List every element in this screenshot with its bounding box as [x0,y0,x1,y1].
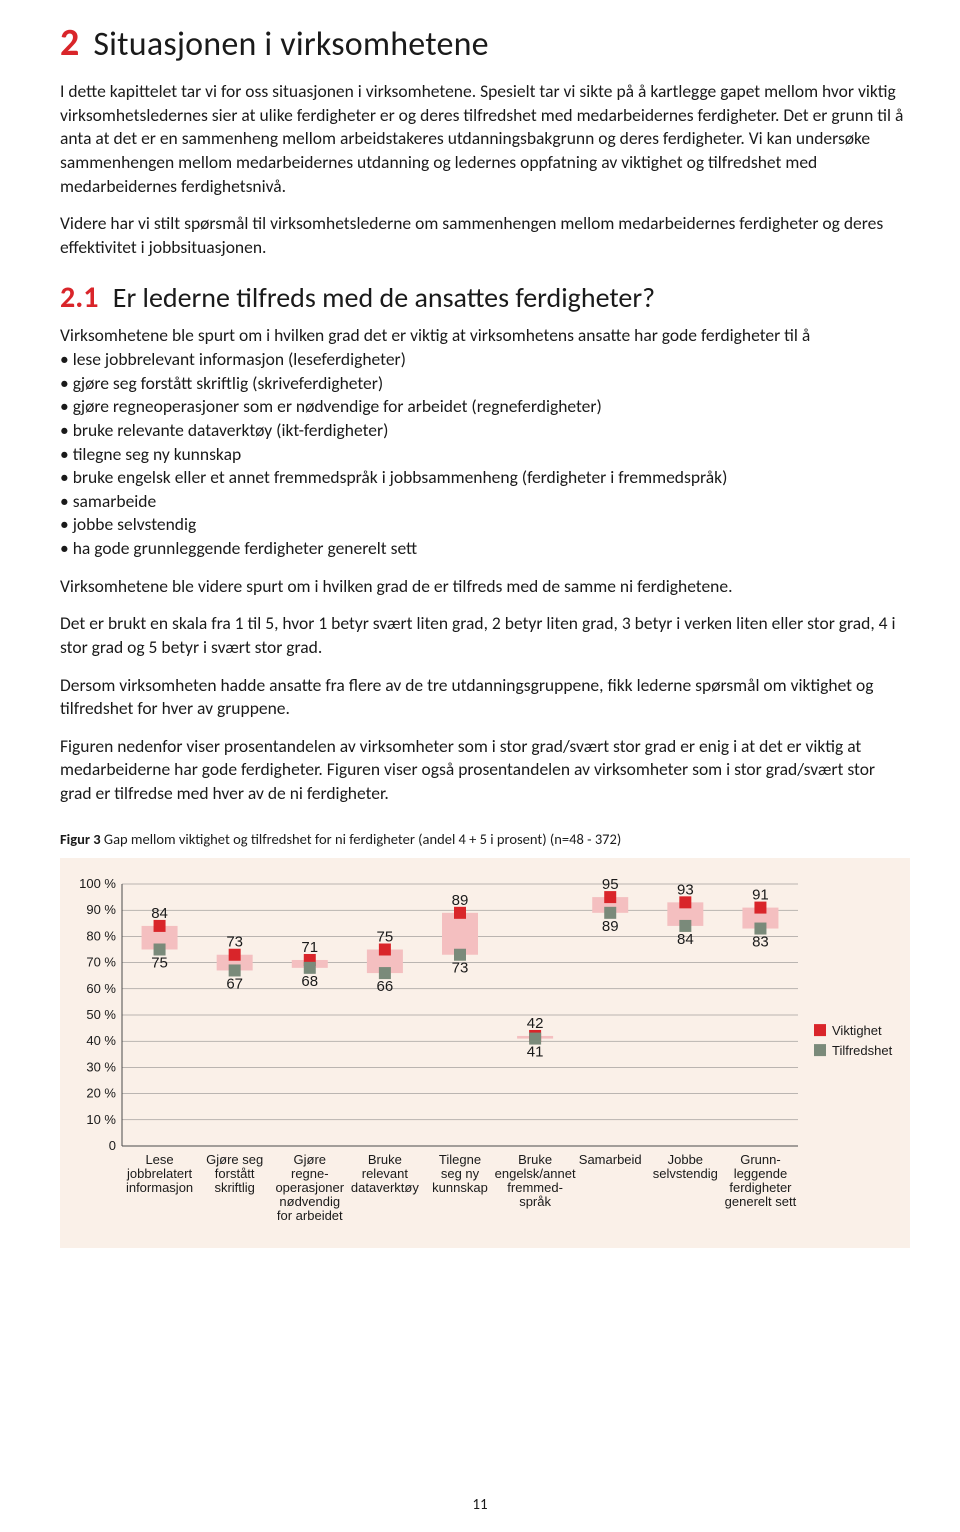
intro-para-2: Videre har vi stilt spørsmål til virksom… [60,212,910,259]
svg-text:84: 84 [677,931,694,948]
section-heading: 2 Situasjonen i virksomhetene [60,20,910,66]
svg-text:relevant: relevant [362,1166,409,1181]
svg-text:jobbrelatert: jobbrelatert [126,1166,192,1181]
bullet-item: tilegne seg ny kunnskap [60,443,910,467]
svg-text:73: 73 [452,959,469,976]
svg-text:50 %: 50 % [86,1007,116,1022]
svg-text:informasjon: informasjon [126,1180,193,1195]
svg-text:dataverktøy: dataverktøy [351,1180,419,1195]
svg-text:Bruke: Bruke [368,1152,402,1167]
sub-para-3: Virksomhetene ble videre spurt om i hvil… [60,575,910,599]
svg-text:80 %: 80 % [86,928,116,943]
svg-text:Gjøre seg: Gjøre seg [206,1152,263,1167]
svg-text:67: 67 [226,975,243,992]
svg-text:Grunn-: Grunn- [740,1152,780,1167]
bullet-item: lese jobbrelevant informasjon (leseferdi… [60,348,910,372]
subsection-number: 2.1 [60,279,98,316]
svg-text:75: 75 [377,928,394,945]
svg-text:forstått: forstått [215,1166,255,1181]
svg-text:70 %: 70 % [86,954,116,969]
svg-text:Viktighet: Viktighet [832,1023,882,1038]
svg-text:selvstendig: selvstendig [653,1166,718,1181]
svg-text:fremmed-: fremmed- [507,1180,563,1195]
section-title-text: Situasjonen i virksomhetene [93,24,488,65]
sub-para-6: Figuren nedenfor viser prosentandelen av… [60,735,910,806]
svg-text:10 %: 10 % [86,1111,116,1126]
bullet-item: jobbe selvstendig [60,513,910,537]
svg-text:Tilfredshet: Tilfredshet [832,1043,893,1058]
svg-text:68: 68 [301,972,318,989]
svg-text:Samarbeid: Samarbeid [579,1152,642,1167]
svg-text:kunnskap: kunnskap [432,1180,488,1195]
svg-text:operasjoner: operasjoner [275,1180,344,1195]
subsection-title-text: Er lederne tilfreds med de ansattes ferd… [113,280,655,315]
svg-text:95: 95 [602,876,619,893]
svg-text:71: 71 [301,939,318,956]
bullet-lead: Virksomhetene ble spurt om i hvilken gra… [60,324,910,348]
bullet-item: gjøre seg forstått skriftlig (skriveferd… [60,372,910,396]
svg-text:41: 41 [527,1043,544,1060]
svg-text:Bruke: Bruke [518,1152,552,1167]
svg-text:91: 91 [752,886,769,903]
svg-text:skriftlig: skriftlig [214,1180,254,1195]
svg-text:30 %: 30 % [86,1059,116,1074]
svg-text:engelsk/annet: engelsk/annet [495,1166,576,1181]
figure-caption-rest: Gap mellom viktighet og tilfredshet for … [101,830,622,848]
svg-text:75: 75 [151,954,168,971]
svg-text:Jobbe: Jobbe [668,1152,703,1167]
sub-para-4: Det er brukt en skala fra 1 til 5, hvor … [60,612,910,659]
svg-text:83: 83 [752,933,769,950]
svg-text:Lese: Lese [145,1152,173,1167]
chart-container: 0 10 % 20 % 30 % 40 % 50 % 60 % 70 % 80 % 90 % 100… [60,858,910,1248]
bullet-block: Virksomhetene ble spurt om i hvilken gra… [60,324,910,560]
svg-text:100 %: 100 % [79,876,116,891]
svg-text:42: 42 [527,1015,544,1032]
subsection-heading: 2.1 Er lederne tilfreds med de ansattes … [60,279,910,316]
svg-text:seg ny: seg ny [441,1166,480,1181]
svg-text:regne-: regne- [291,1166,329,1181]
page-number: 11 [0,1496,960,1514]
svg-text:60 %: 60 % [86,980,116,995]
bullet-item: bruke engelsk eller et annet fremmedsprå… [60,466,910,490]
svg-text:89: 89 [602,917,619,934]
svg-text:90 %: 90 % [86,902,116,917]
bullet-item: samarbeide [60,490,910,514]
svg-text:generelt sett: generelt sett [725,1194,797,1209]
bullet-item: ha gode grunnleggende ferdigheter genere… [60,537,910,561]
svg-text:Gjøre: Gjøre [294,1152,327,1167]
bullet-list: lese jobbrelevant informasjon (leseferdi… [60,348,910,561]
figure-caption-bold: Figur 3 [60,830,101,848]
svg-text:ferdigheter: ferdigheter [729,1180,792,1195]
svg-text:0: 0 [109,1138,116,1153]
svg-text:Tilegne: Tilegne [439,1152,481,1167]
svg-text:89: 89 [452,891,469,908]
svg-text:93: 93 [677,881,694,898]
bullet-item: bruke relevante dataverktøy (ikt-ferdigh… [60,419,910,443]
section-number: 2 [60,20,79,66]
intro-para-1: I dette kapittelet tar vi for oss situas… [60,80,910,198]
svg-text:40 %: 40 % [86,1033,116,1048]
svg-text:20 %: 20 % [86,1085,116,1100]
sub-para-5: Dersom virksomheten hadde ansatte fra fl… [60,674,910,721]
chart-svg: 0 10 % 20 % 30 % 40 % 50 % 60 % 70 % 80 % 90 % 100… [72,876,908,1236]
svg-text:leggende: leggende [734,1166,788,1181]
bullet-item: gjøre regneoperasjoner som er nødvendige… [60,395,910,419]
figure-caption: Figur 3 Gap mellom viktighet og tilfreds… [60,830,910,848]
svg-text:språk: språk [519,1194,551,1209]
svg-text:for arbeidet: for arbeidet [277,1208,343,1223]
svg-text:nødvendig: nødvendig [279,1194,340,1209]
svg-text:84: 84 [151,905,168,922]
svg-text:73: 73 [226,933,243,950]
svg-text:66: 66 [377,978,394,995]
